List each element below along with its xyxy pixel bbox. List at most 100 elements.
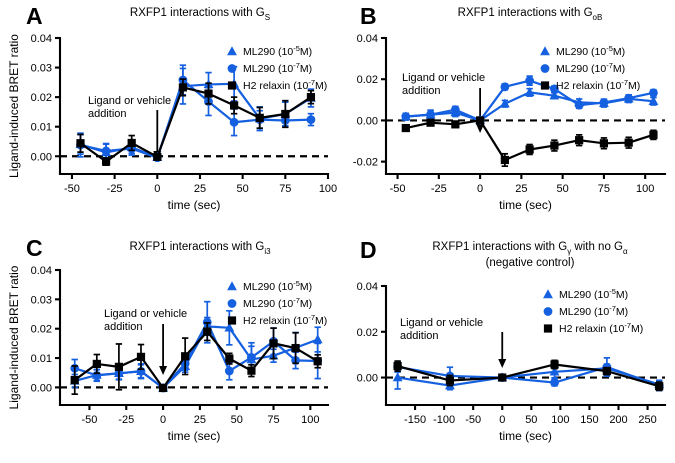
legend-tail: M)	[300, 63, 312, 75]
data-point	[499, 98, 510, 108]
x-axis-title: time (sec)	[168, 429, 221, 443]
legend-exponent: -5	[609, 287, 616, 296]
data-point	[269, 339, 278, 348]
x-tick-label: 75	[279, 183, 291, 195]
x-tick-label: 75	[598, 183, 610, 195]
legend-label: H2 relaxin (10-7M)	[243, 78, 327, 92]
annotation-line-1: Ligand or vehicle	[400, 317, 483, 329]
x-tick-label: 0	[477, 183, 483, 195]
legend-label: H2 relaxin (10-7M)	[556, 78, 640, 92]
legend-label: ML290 (10-5M)	[559, 287, 628, 301]
panel-title-d: RXFP1 interactions with Gγ with no Gα	[432, 241, 628, 256]
data-point	[306, 93, 316, 102]
y-tick-label: 0.01	[31, 353, 52, 365]
annotation-line-2: addition	[402, 85, 441, 97]
data-point	[255, 113, 264, 122]
data-point	[393, 361, 402, 371]
y-tick-label: 0.04	[31, 33, 52, 45]
legend: ML290 (10-5M)ML290 (10-7M)H2 relaxin (10…	[227, 44, 327, 92]
x-tick-label: -100	[433, 414, 455, 426]
panel-a: A RXFP1 interactions with GS 0.00 0.01 0.02 0…	[0, 0, 340, 232]
x-axis-title: time (sec)	[499, 198, 552, 212]
data-point	[247, 353, 256, 362]
data-point	[648, 96, 659, 105]
data-point	[426, 110, 435, 120]
title-base: RXFP1 interactions with G	[432, 241, 567, 253]
series-square	[393, 359, 664, 392]
y-tick-label: 0.03	[31, 294, 52, 306]
data-point	[291, 343, 300, 353]
legend: ML290 (10-5M)ML290 (10-7M)H2 relaxin (10…	[540, 44, 640, 92]
data-point	[101, 146, 111, 156]
legend-tail: M)	[315, 80, 327, 92]
panel-letter-d: D	[360, 237, 377, 263]
series-line	[74, 325, 319, 390]
legend-tail: M)	[613, 46, 625, 58]
series-square	[70, 321, 322, 395]
chart-b: B RXFP1 interactions with GoB -0.02 0.00 0.0…	[353, 3, 667, 212]
x-tick-label: 25	[194, 414, 206, 426]
x-tick-label: 100	[301, 414, 319, 426]
panel-title-c: RXFP1 interactions with Gi3	[129, 241, 271, 256]
legend-tail: M)	[631, 323, 643, 335]
x-tick-label: 50	[557, 183, 569, 195]
data-point	[306, 115, 316, 124]
data-point	[312, 334, 323, 344]
x-tick-label: 50	[231, 414, 243, 426]
data-point	[524, 87, 535, 97]
legend-tail: M)	[616, 289, 628, 301]
title-subscript-2: α	[623, 247, 628, 256]
legend-base: ML290 (10	[243, 281, 293, 293]
y-tick-label: 0.02	[31, 324, 52, 336]
data-point	[401, 112, 411, 121]
chart-d: D RXFP1 interactions with Gγ with no Gα(n…	[357, 237, 667, 443]
legend-tail: M)	[300, 46, 312, 58]
annotation-line-1: Ligand or vehicle	[402, 72, 485, 84]
legend-base: ML290 (10	[243, 63, 293, 75]
legend-tail: M)	[613, 63, 625, 75]
data-point	[426, 118, 435, 127]
y-tick-label: 0.03	[31, 63, 52, 75]
data-point	[451, 120, 460, 129]
annotation-line-1: Ligand or vehicle	[88, 95, 171, 107]
data-point	[101, 157, 111, 166]
data-point	[127, 138, 136, 148]
legend-label: ML290 (10-7M)	[243, 296, 312, 310]
legend-tail: M)	[315, 315, 327, 327]
data-point	[450, 105, 460, 115]
legend-exponent: -7	[606, 61, 613, 70]
data-point	[549, 366, 560, 376]
legend-exponent: -7	[621, 78, 628, 87]
legend-tail: M)	[616, 306, 628, 318]
title-base: RXFP1 interactions with G	[458, 7, 593, 19]
y-tick-label: 0.04	[357, 33, 378, 45]
data-point	[550, 360, 559, 369]
data-point	[76, 139, 85, 148]
title-subscript: oB	[593, 13, 603, 22]
data-point	[153, 152, 162, 161]
y-tick-label: 0.04	[357, 281, 378, 293]
legend-marker-triangle	[540, 46, 550, 56]
data-point	[550, 141, 559, 150]
legend-base: H2 relaxin (10	[243, 315, 309, 327]
annotation-line-2: addition	[104, 321, 143, 333]
title-subscript: S	[265, 13, 270, 22]
x-tick-label: 0	[154, 183, 160, 195]
x-tick-label: 25	[515, 183, 527, 195]
panel-title-a: RXFP1 interactions with GS	[130, 7, 270, 22]
legend-marker-circle	[227, 299, 237, 308]
legend-marker-square	[227, 316, 237, 325]
y-tick-label: 0.00	[357, 373, 378, 385]
legend-base: H2 relaxin (10	[243, 80, 309, 92]
data-point	[203, 327, 212, 336]
x-tick-label: -25	[431, 183, 447, 195]
legend-marker-triangle	[543, 289, 553, 299]
legend-exponent: -7	[293, 296, 300, 305]
panel-subtitle-d: (negative control)	[486, 257, 575, 269]
legend-marker-circle	[227, 64, 237, 73]
legend-tail: M)	[628, 80, 640, 92]
legend-base: ML290 (10	[559, 289, 609, 301]
y-tick-label: 0.00	[31, 151, 52, 163]
legend-exponent: -7	[308, 313, 315, 322]
y-axis-title: Ligand-induced BRET ratio	[7, 34, 21, 178]
